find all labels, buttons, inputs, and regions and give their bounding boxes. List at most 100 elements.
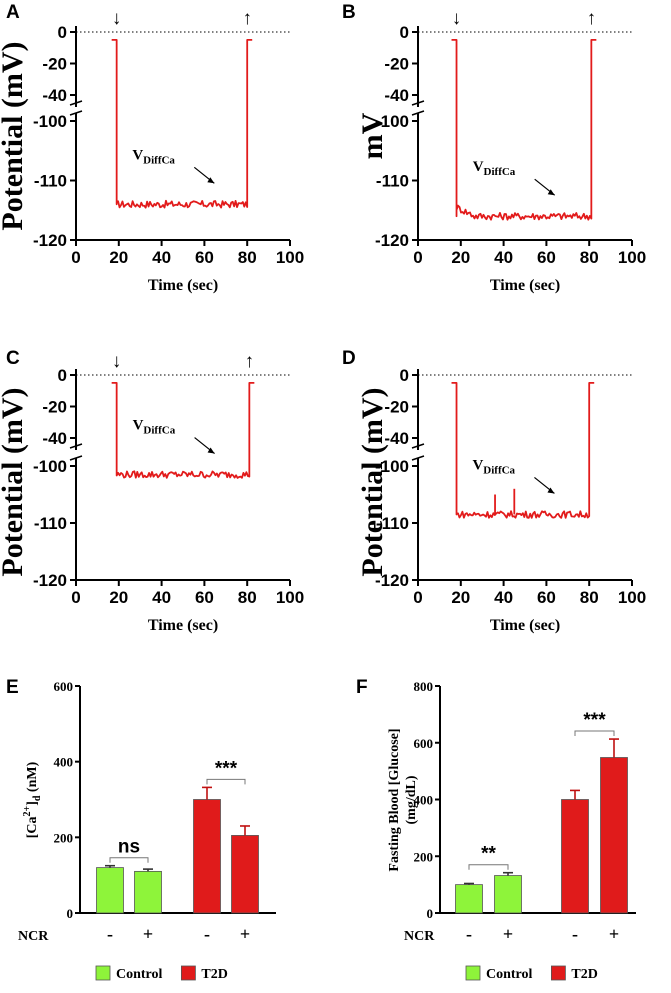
washout-arrow-icon: ↑ bbox=[242, 8, 252, 29]
y-tick-label: -120 bbox=[33, 571, 67, 590]
y-tick-label: -20 bbox=[384, 55, 409, 74]
y-axis-title-line: (mg/dL) bbox=[404, 775, 419, 824]
x-tick-label: 0 bbox=[413, 588, 422, 607]
axis-break bbox=[69, 443, 83, 461]
y-axis-title: [Ca2+]d (nM) bbox=[22, 761, 43, 838]
y-tick-label: -100 bbox=[375, 457, 409, 476]
x-tick-label: 80 bbox=[238, 248, 257, 267]
y-tick-label: -110 bbox=[376, 514, 409, 533]
y-tick-label: 200 bbox=[54, 830, 74, 845]
y-tick-label: -100 bbox=[375, 112, 409, 131]
ncr-category-label: - bbox=[107, 924, 113, 944]
x-tick-label: 20 bbox=[109, 248, 128, 267]
bar bbox=[494, 875, 522, 914]
x-tick-label: 40 bbox=[152, 248, 171, 267]
y-axis-title: Potential (mV) bbox=[0, 387, 29, 576]
ncr-category-label: + bbox=[503, 924, 513, 944]
x-tick-label: 0 bbox=[71, 588, 80, 607]
y-tick-label: 400 bbox=[414, 793, 434, 808]
legend-swatch bbox=[465, 965, 481, 981]
annotation-vdiffca: VDiffCa bbox=[133, 418, 176, 437]
panel-label-A: A bbox=[6, 2, 20, 23]
legend-swatch bbox=[180, 965, 196, 981]
y-tick-label: -40 bbox=[384, 86, 409, 105]
y-tick-label: 0 bbox=[58, 366, 67, 385]
x-tick-label: 100 bbox=[618, 248, 646, 267]
significance-label: ** bbox=[481, 844, 496, 865]
y-tick-label: 400 bbox=[54, 755, 74, 770]
y-tick-label: 0 bbox=[427, 906, 434, 921]
x-axis-title: Time (sec) bbox=[490, 617, 560, 634]
y-tick-label: -20 bbox=[42, 398, 67, 417]
y-tick-label: -120 bbox=[375, 571, 409, 590]
x-tick-label: 40 bbox=[494, 248, 513, 267]
x-tick-label: 100 bbox=[618, 588, 646, 607]
panel-label-E: E bbox=[6, 677, 19, 698]
washout-arrow-icon: ↑ bbox=[587, 8, 597, 29]
application-arrow-icon: ↓ bbox=[112, 8, 122, 29]
bar bbox=[231, 835, 259, 914]
annotation-arrowhead bbox=[547, 487, 555, 494]
legend-label: T2D bbox=[571, 967, 597, 982]
axis-break bbox=[411, 443, 425, 461]
x-tick-label: 0 bbox=[71, 248, 80, 267]
ncr-category-label: - bbox=[204, 924, 210, 944]
annotation-vdiffca: VDiffCa bbox=[472, 457, 515, 476]
legend-swatch bbox=[551, 965, 566, 981]
y-tick-label: 800 bbox=[414, 679, 434, 694]
legend-label: Control bbox=[116, 967, 163, 982]
panel-label-F: F bbox=[356, 677, 368, 698]
ncr-category-label: - bbox=[466, 924, 472, 944]
y-tick-label: -120 bbox=[375, 231, 409, 250]
y-axis-title: Potential (mV) bbox=[0, 41, 29, 230]
x-tick-label: 60 bbox=[195, 248, 214, 267]
x-tick-label: 0 bbox=[413, 248, 422, 267]
significance-bracket bbox=[574, 730, 615, 737]
y-axis-title-line: Fasting Blood [Glucose] bbox=[387, 728, 402, 871]
ncr-category-label: + bbox=[143, 924, 153, 944]
y-tick-label: -40 bbox=[42, 86, 67, 105]
x-tick-label: 20 bbox=[451, 588, 470, 607]
significance-label: *** bbox=[215, 758, 238, 779]
panel-label-D: D bbox=[342, 348, 356, 369]
panel-label-B: B bbox=[342, 2, 356, 23]
y-tick-label: -120 bbox=[33, 231, 67, 250]
washout-arrow-icon: ↑ bbox=[245, 351, 255, 372]
y-tick-label: -100 bbox=[33, 457, 67, 476]
annotation-vdiffca: VDiffCa bbox=[473, 159, 516, 178]
y-axis-title: Potential (mV) bbox=[356, 387, 389, 576]
y-tick-label: -40 bbox=[384, 429, 409, 448]
panel-label-C: C bbox=[6, 348, 20, 369]
annotation-vdiffca: VDiffCa bbox=[132, 147, 175, 166]
ncr-label: NCR bbox=[18, 929, 49, 944]
y-axis-title: mV bbox=[356, 112, 389, 159]
bar bbox=[561, 799, 589, 914]
x-tick-label: 80 bbox=[580, 588, 599, 607]
x-axis-title: Time (sec) bbox=[148, 617, 218, 634]
x-tick-label: 80 bbox=[580, 248, 599, 267]
x-tick-label: 60 bbox=[537, 588, 556, 607]
x-tick-label: 40 bbox=[152, 588, 171, 607]
bar bbox=[600, 757, 628, 914]
significance-label: ns bbox=[118, 837, 140, 858]
x-tick-label: 40 bbox=[494, 588, 513, 607]
y-tick-label: -110 bbox=[34, 172, 67, 191]
y-tick-label: 600 bbox=[54, 679, 74, 694]
membrane-potential-trace bbox=[451, 381, 595, 519]
legend-label: Control bbox=[486, 967, 533, 982]
y-tick-label: 0 bbox=[58, 23, 67, 42]
x-tick-label: 20 bbox=[109, 588, 128, 607]
membrane-potential-trace bbox=[451, 38, 597, 221]
x-tick-label: 60 bbox=[537, 248, 556, 267]
y-tick-label: 0 bbox=[67, 906, 74, 921]
y-tick-label: -100 bbox=[33, 112, 67, 131]
ncr-category-label: - bbox=[572, 924, 578, 944]
y-tick-label: 0 bbox=[400, 23, 409, 42]
legend-swatch bbox=[95, 965, 111, 981]
application-arrow-icon: ↓ bbox=[112, 351, 122, 372]
